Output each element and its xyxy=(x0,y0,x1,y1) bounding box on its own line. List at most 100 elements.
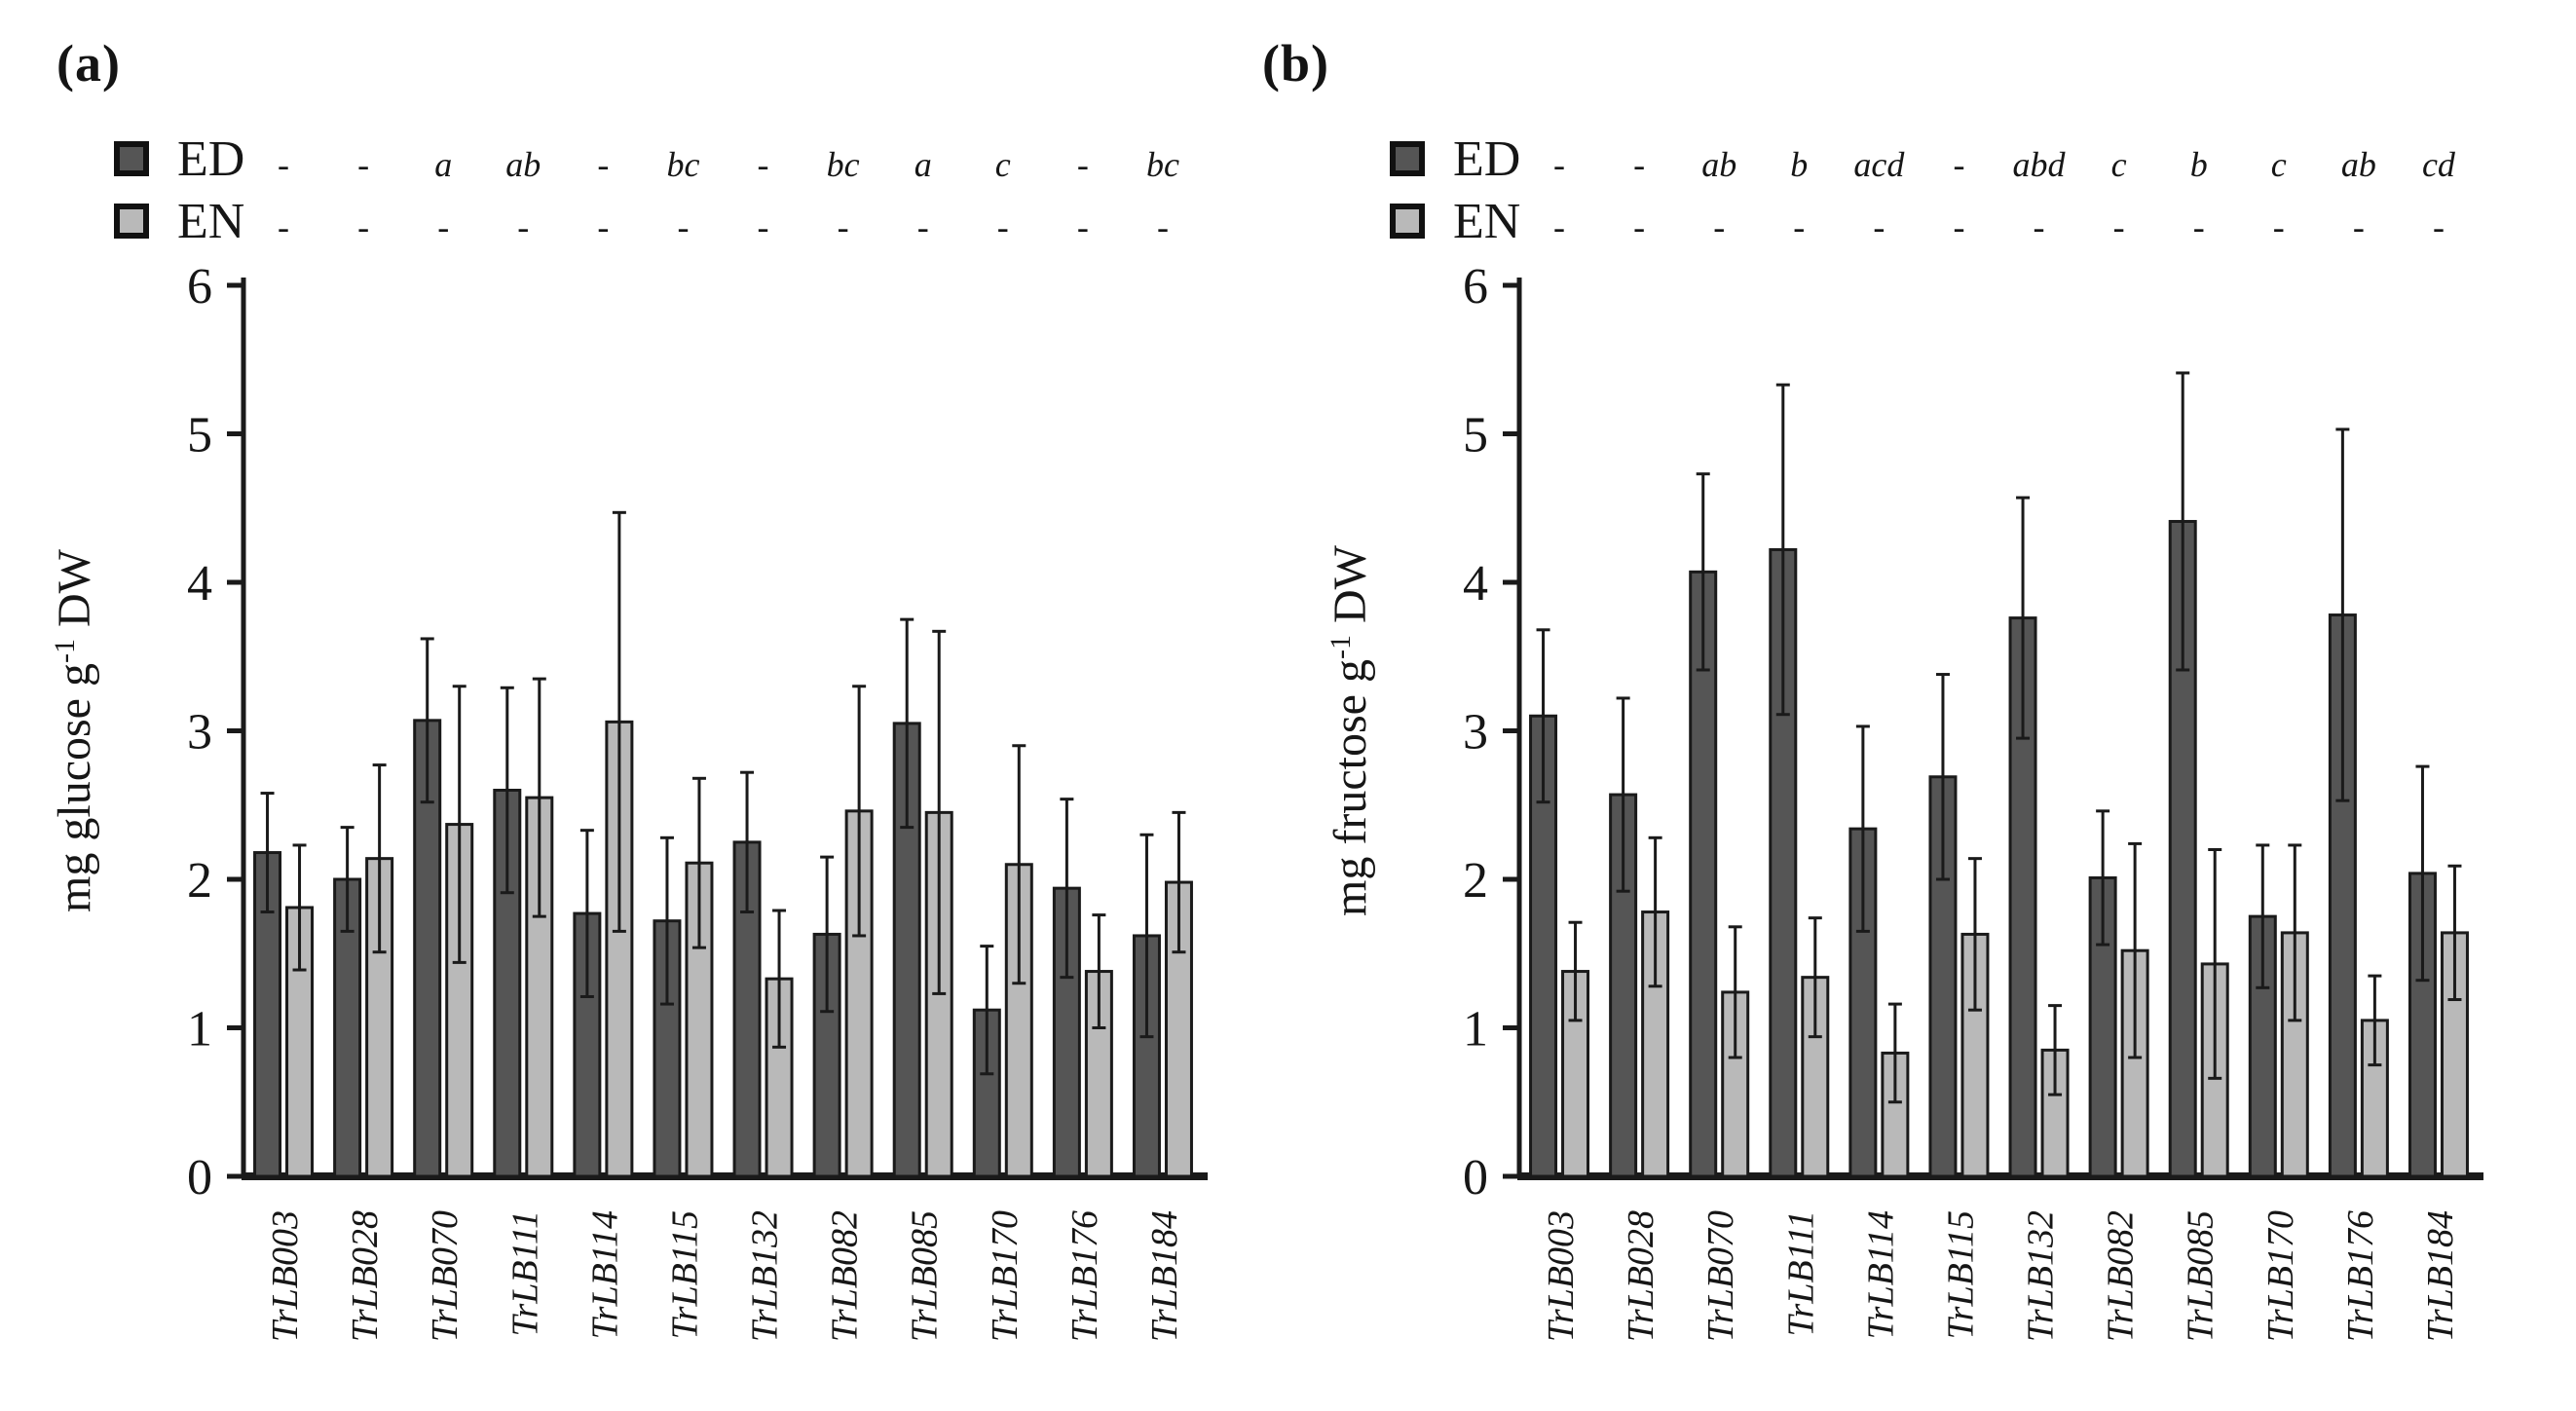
en-legend-swatch xyxy=(114,204,149,239)
x-tick-label: TrLB111 xyxy=(504,1210,545,1337)
y-tick-label: 3 xyxy=(1463,705,1488,761)
en-significance-letter: - xyxy=(2113,207,2125,246)
ed-significance-letter: bc xyxy=(1146,145,1179,184)
en-legend-label: EN xyxy=(1453,194,1520,249)
x-tick-label: TrLB132 xyxy=(745,1210,786,1342)
x-tick-label: TrLB028 xyxy=(345,1210,386,1342)
x-tick-label: TrLB184 xyxy=(1144,1210,1185,1342)
x-tick-label: TrLB082 xyxy=(825,1210,866,1342)
panel-a-label: (a) xyxy=(56,34,121,93)
ed-significance-letter: - xyxy=(278,145,289,184)
x-tick-label: TrLB085 xyxy=(905,1210,946,1342)
en-significance-letter: - xyxy=(1553,207,1565,246)
x-tick-label: TrLB003 xyxy=(265,1210,306,1342)
en-significance-letter: - xyxy=(597,207,609,246)
x-tick-label: TrLB132 xyxy=(2021,1210,2062,1342)
ed-legend-label: ED xyxy=(177,131,244,187)
x-tick-label: TrLB003 xyxy=(1541,1210,1582,1342)
ed-significance-letter: b xyxy=(2190,145,2208,184)
x-tick-label: TrLB085 xyxy=(2181,1210,2221,1342)
ed-bar xyxy=(1689,570,1718,1178)
y-tick-label: 2 xyxy=(187,853,212,909)
en-significance-letter: - xyxy=(278,207,289,246)
ed-significance-letter: bc xyxy=(666,145,699,184)
x-tick-label: TrLB114 xyxy=(1860,1210,1901,1339)
en-significance-letter: - xyxy=(1633,207,1645,246)
x-tick-label: TrLB176 xyxy=(1064,1210,1105,1342)
en-significance-letter: - xyxy=(2273,207,2285,246)
x-tick-label: TrLB082 xyxy=(2101,1210,2142,1342)
ed-significance-letter: - xyxy=(1633,145,1645,184)
ed-significance-letter: bc xyxy=(827,145,860,184)
y-axis-label: mg fructose g-1 DW xyxy=(1325,544,1376,916)
en-significance-letter: - xyxy=(1157,207,1169,246)
y-tick-label: 2 xyxy=(1463,853,1488,909)
ed-significance-letter: - xyxy=(1553,145,1565,184)
x-tick-label: TrLB170 xyxy=(2260,1210,2301,1342)
en-significance-letter: - xyxy=(517,207,529,246)
en-bar xyxy=(2120,948,2149,1178)
ed-significance-letter: c xyxy=(2111,145,2127,184)
en-significance-letter: - xyxy=(917,207,929,246)
x-tick-label: TrLB115 xyxy=(1940,1210,1981,1339)
panel-b-label: (b) xyxy=(1262,34,1329,93)
en-significance-letter: - xyxy=(838,207,849,246)
en-significance-letter: - xyxy=(997,207,1009,246)
y-tick-label: 6 xyxy=(187,259,212,315)
ed-significance-letter: ab xyxy=(2341,145,2376,184)
x-tick-label: TrLB111 xyxy=(1780,1210,1821,1337)
y-axis-label: mg glucose g-1 DW xyxy=(49,548,100,912)
y-tick-label: 4 xyxy=(187,556,212,612)
x-tick-label: TrLB070 xyxy=(425,1210,466,1342)
y-tick-label: 1 xyxy=(187,1002,212,1058)
ed-bar xyxy=(2008,616,2037,1178)
ed-legend-swatch xyxy=(1390,141,1425,176)
en-significance-letter: - xyxy=(1953,207,1964,246)
ed-significance-letter: - xyxy=(1953,145,1964,184)
ed-significance-letter: - xyxy=(357,145,369,184)
en-significance-letter: - xyxy=(1713,207,1725,246)
x-tick-label: TrLB184 xyxy=(2420,1210,2461,1342)
en-bar xyxy=(844,809,874,1178)
en-significance-letter: - xyxy=(357,207,369,246)
y-tick-label: 0 xyxy=(187,1150,212,1206)
y-tick-label: 6 xyxy=(1463,259,1488,315)
ed-significance-letter: c xyxy=(995,145,1011,184)
ed-significance-letter: a xyxy=(915,145,932,184)
x-tick-label: TrLB028 xyxy=(1621,1210,1661,1342)
en-significance-letter: - xyxy=(2034,207,2045,246)
en-significance-letter: - xyxy=(2433,207,2445,246)
ed-significance-letter: cd xyxy=(2422,145,2456,184)
en-significance-letter: - xyxy=(677,207,689,246)
ed-significance-letter: abd xyxy=(2013,145,2067,184)
en-significance-letter: - xyxy=(1793,207,1805,246)
y-tick-label: 4 xyxy=(1463,556,1488,612)
ed-significance-letter: a xyxy=(434,145,452,184)
ed-significance-letter: b xyxy=(1790,145,1808,184)
ed-legend-swatch xyxy=(114,141,149,176)
en-bar xyxy=(2040,1048,2070,1178)
ed-significance-letter: - xyxy=(758,145,769,184)
y-tick-label: 5 xyxy=(187,408,212,464)
en-significance-letter: - xyxy=(1077,207,1089,246)
en-significance-letter: - xyxy=(758,207,769,246)
y-tick-label: 1 xyxy=(1463,1002,1488,1058)
y-tick-label: 5 xyxy=(1463,408,1488,464)
en-significance-letter: - xyxy=(2193,207,2205,246)
ed-significance-letter: acd xyxy=(1853,145,1905,184)
ed-significance-letter: ab xyxy=(1701,145,1736,184)
ed-significance-letter: - xyxy=(1077,145,1089,184)
ed-significance-letter: c xyxy=(2271,145,2287,184)
en-significance-letter: - xyxy=(2353,207,2365,246)
x-tick-label: TrLB170 xyxy=(985,1210,1026,1342)
x-tick-label: TrLB114 xyxy=(584,1210,625,1339)
en-legend-label: EN xyxy=(177,194,244,249)
en-legend-swatch xyxy=(1390,204,1425,239)
x-tick-label: TrLB070 xyxy=(1700,1210,1741,1342)
ed-legend-label: ED xyxy=(1453,131,1520,187)
y-tick-label: 0 xyxy=(1463,1150,1488,1206)
en-significance-letter: - xyxy=(437,207,449,246)
y-tick-label: 3 xyxy=(187,705,212,761)
